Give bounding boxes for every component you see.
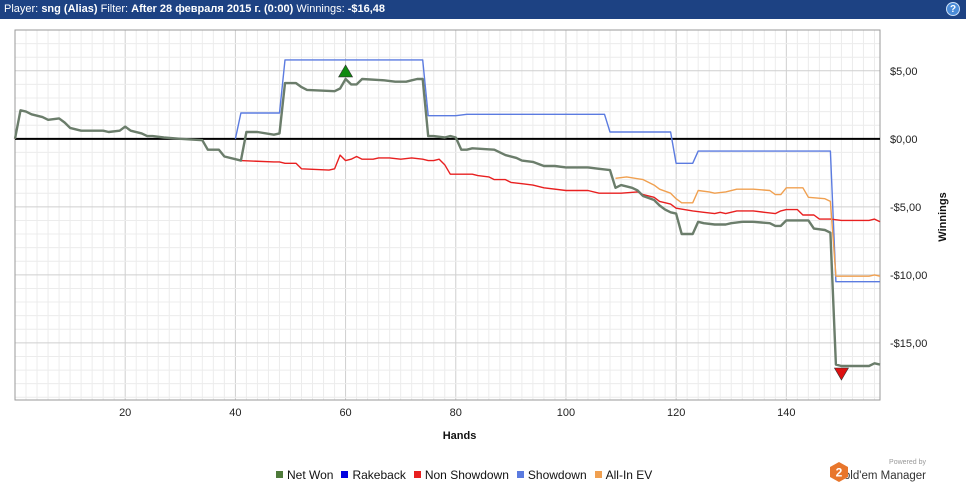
winnings-value: -$16,48 [347, 3, 386, 15]
y-tick-label: -$15,00 [890, 338, 927, 350]
player-value: sng (Alias) [41, 3, 98, 15]
y-tick-label: -$10,00 [890, 270, 927, 282]
chart-lines [13, 59, 881, 368]
logo-digit: 2 [836, 466, 843, 480]
chart-markers [338, 64, 849, 381]
x-tick-label: 140 [777, 407, 795, 419]
legend-swatch [276, 471, 283, 478]
legend-item[interactable]: All-In EV [594, 468, 653, 482]
legend-swatch [341, 471, 349, 478]
x-tick-label: 80 [450, 407, 462, 419]
x-axis-title: Hands [443, 430, 477, 442]
hem2-logo-icon: 2 [830, 462, 848, 482]
legend-swatch [594, 471, 602, 478]
title-bar: Player: sng (Alias) Filter: After 28 фев… [0, 0, 966, 19]
x-tick-label: 120 [667, 407, 685, 419]
legend-item[interactable]: Rakeback [341, 468, 406, 482]
chart-labels: 20 40 60 80 100 120 140 $5,00 $0,00 -$5,00 -$10,00… [119, 66, 949, 442]
min-marker [833, 367, 849, 381]
legend-label: Non Showdown [424, 468, 509, 482]
chart-grid [14, 29, 880, 400]
legend-label: Rakeback [352, 468, 406, 482]
plot-area [15, 30, 880, 400]
x-tick-label: 60 [339, 407, 351, 419]
player-label: Player: [4, 3, 39, 15]
x-tick-label: 20 [119, 407, 131, 419]
y-axis-title: Winnings [937, 192, 949, 241]
chart-axes [14, 29, 881, 401]
powered-by-text: Powered by [889, 459, 926, 466]
filter-value: After 28 февраля 2015 г. (0:00) [131, 3, 294, 15]
legend-label: All-In EV [605, 468, 653, 482]
legend-label: Net Won [287, 468, 334, 482]
winnings-label: Winnings: [296, 3, 345, 15]
legend-item[interactable]: Non Showdown [413, 468, 509, 482]
max-marker [338, 64, 354, 78]
legend-item[interactable]: Showdown [516, 468, 587, 482]
legend-swatch [516, 471, 524, 478]
legend-label: Showdown [527, 468, 587, 482]
y-tick-label: -$5,00 [890, 202, 921, 214]
product-name: Hold'em Manager [835, 470, 926, 482]
plot-border [14, 29, 881, 401]
series-line-all-in-ev [615, 176, 881, 277]
x-tick-label: 100 [557, 407, 575, 419]
legend-swatch [413, 471, 421, 478]
help-icon[interactable]: ? [946, 2, 960, 16]
y-tick-label: $5,00 [890, 66, 918, 78]
series-line-net-won [13, 77, 881, 368]
branding: Powered by Hold'em Manager 2 [828, 459, 958, 485]
x-tick-label: 40 [229, 407, 241, 419]
legend-item[interactable]: Net Won [276, 468, 333, 482]
series-line-showdown [234, 59, 880, 283]
y-tick-label: $0,00 [890, 134, 918, 146]
filter-label: Filter: [100, 3, 129, 15]
chart-legend: Net Won Rakeback Non Showdown Showdown All-I… [276, 468, 660, 482]
